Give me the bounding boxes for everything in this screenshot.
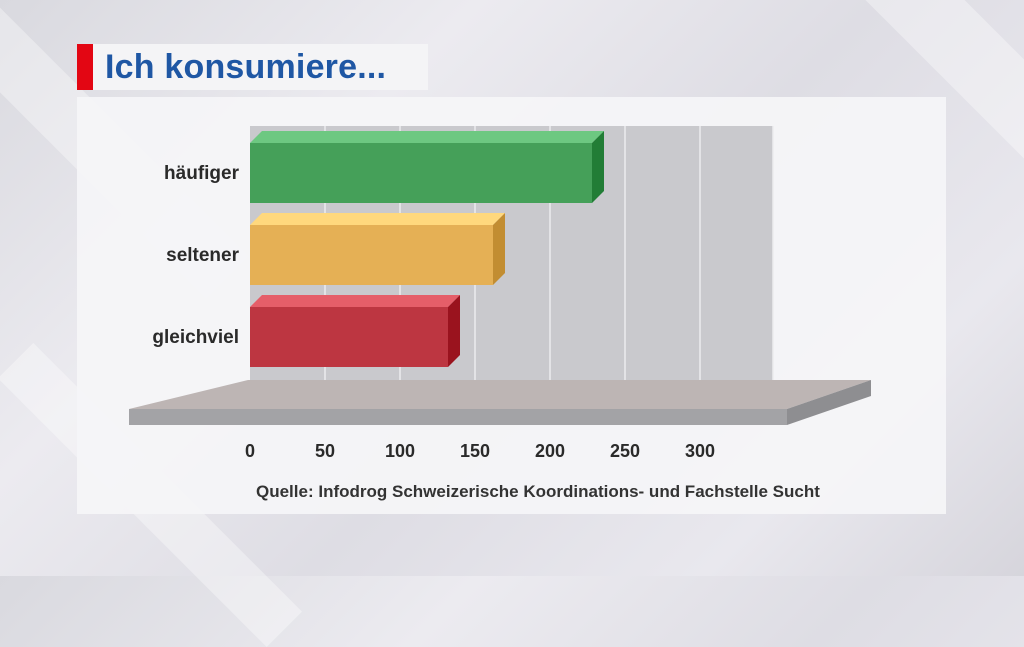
title-banner: Ich konsumiere... (77, 44, 428, 90)
bar-top-face (250, 131, 604, 143)
bar-seltener (250, 225, 493, 285)
x-tick-label: 0 (245, 441, 255, 461)
title-accent-bar (77, 44, 93, 90)
plot-floor-top (129, 380, 871, 409)
x-tick-label: 100 (385, 441, 415, 461)
chart-labels-layer: häufiger seltener gleichviel 0 50 100 150 200 25… (152, 163, 715, 461)
x-tick-label: 200 (535, 441, 565, 461)
bar-side-face (493, 213, 505, 285)
x-tick-label: 150 (460, 441, 490, 461)
page-title: Ich konsumiere... (105, 47, 387, 86)
x-tick-label: 50 (315, 441, 335, 461)
chart-bars-layer (250, 131, 604, 367)
bar-side-face (448, 295, 460, 367)
category-label: gleichviel (152, 327, 239, 348)
bar-gleichviel (250, 307, 448, 367)
plot-floor-front (129, 409, 787, 425)
source-note: Quelle: Infodrog Schweizerische Koordina… (256, 482, 820, 501)
category-label: seltener (166, 245, 239, 266)
category-label: häufiger (164, 163, 240, 184)
bar-chart: häufiger seltener gleichviel 0 50 100 150 200 25… (129, 126, 871, 461)
bar-top-face (250, 213, 505, 225)
x-tick-label: 300 (685, 441, 715, 461)
bar-häufiger (250, 143, 592, 203)
bar-side-face (592, 131, 604, 203)
x-tick-label: 250 (610, 441, 640, 461)
plot-floor-side (787, 380, 871, 425)
bar-top-face (250, 295, 460, 307)
